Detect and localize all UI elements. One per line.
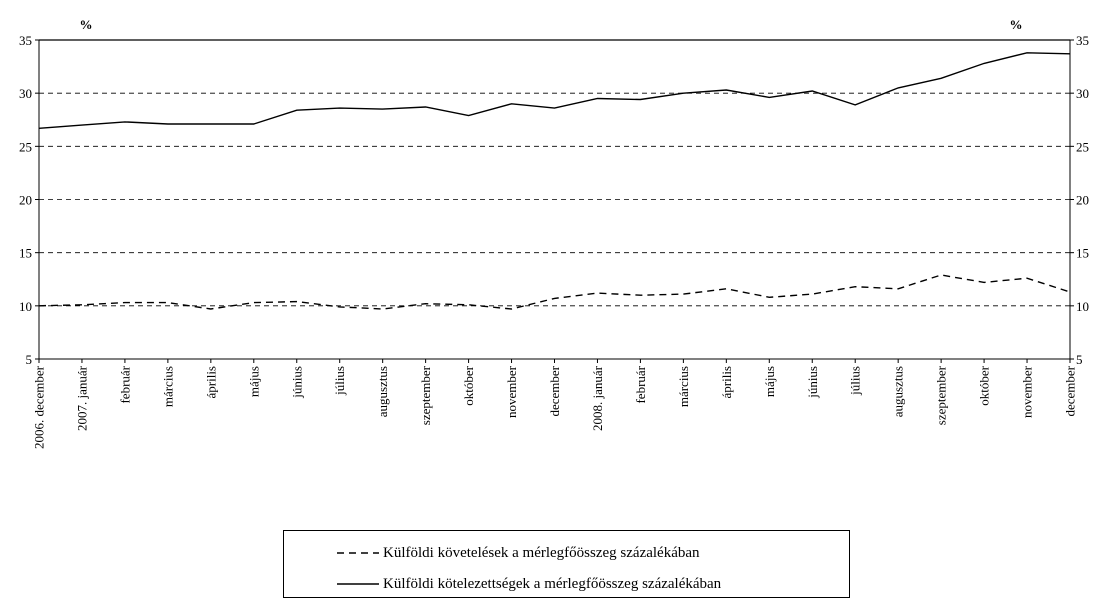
- y-tick-label-right: 35: [1076, 33, 1089, 48]
- y-tick-label-right: 20: [1076, 193, 1089, 208]
- x-tick-label: szeptember: [934, 365, 949, 425]
- x-tick-label: április: [203, 366, 218, 399]
- x-tick-label: június: [289, 366, 304, 399]
- x-tick-label: április: [719, 366, 734, 399]
- y-tick-label-right: 25: [1076, 139, 1089, 154]
- series-lines: [38, 52, 1071, 310]
- legend-label-liabilities: Külföldi kötelezettségek a mérlegfőössze…: [383, 575, 722, 592]
- x-tick-label: május: [762, 366, 777, 397]
- y-tick-label-left: 5: [26, 352, 33, 367]
- x-tick-label: február: [633, 365, 648, 403]
- x-tick-label: augusztus: [375, 366, 390, 417]
- series-line-liabilities: [38, 52, 1071, 129]
- x-tick-label: május: [246, 366, 261, 397]
- x-tick-label: november: [1020, 365, 1035, 418]
- x-tick-label: augusztus: [891, 366, 906, 417]
- x-tick-label: november: [504, 365, 519, 418]
- x-tick-label: október: [977, 365, 992, 405]
- y-tick-label-left: 30: [19, 86, 32, 101]
- legend-item-liabilities: Külföldi kötelezettségek a mérlegfőössze…: [337, 574, 721, 594]
- x-tick-labels: 2006. december 2007. január február március…: [32, 359, 1078, 449]
- x-tick-label: június: [805, 366, 820, 399]
- y-tick-label-right: 15: [1076, 246, 1089, 261]
- x-tick-label: december: [547, 365, 562, 416]
- x-tick-label: március: [676, 366, 691, 407]
- x-tick-label: február: [117, 365, 132, 403]
- dashed-line-swatch: [337, 552, 379, 554]
- legend: Külföldi követelések a mérlegfőösszeg sz…: [283, 530, 850, 598]
- x-tick-label: december: [1063, 365, 1078, 416]
- y-tick-label-left: 35: [19, 33, 32, 48]
- x-tick-label: október: [461, 365, 476, 405]
- y-tick-label-right: 10: [1076, 299, 1089, 314]
- y-tick-label-left: 10: [19, 299, 32, 314]
- gridlines: [35, 39, 1074, 360]
- legend-label-receivables: Külföldi követelések a mérlegfőösszeg sz…: [383, 544, 700, 561]
- y-tick-label-left: 25: [19, 139, 32, 154]
- x-tick-label: március: [160, 366, 175, 407]
- legend-item-receivables: Külföldi követelések a mérlegfőösszeg sz…: [337, 543, 700, 563]
- y-tick-label-right: 5: [1076, 352, 1083, 367]
- line-chart: 5 5 10 10 15 15 20 20 25 25 30 30 35 35 2006. decembe…: [19, 17, 1089, 449]
- x-tick-label: 2008. január: [590, 365, 605, 431]
- y-tick-label-left: 20: [19, 193, 32, 208]
- x-tick-label: július: [332, 366, 347, 396]
- x-tick-label: 2007. január: [74, 365, 89, 431]
- y-tick-label-left: 15: [19, 246, 32, 261]
- series-line-receivables: [38, 274, 1071, 310]
- x-tick-label: szeptember: [418, 365, 433, 425]
- right-unit-label: %: [1010, 17, 1023, 32]
- y-tick-labels: 5 5 10 10 15 15 20 20 25 25 30 30 35 35: [19, 33, 1089, 367]
- left-unit-label: %: [80, 17, 93, 32]
- x-tick-label: 2006. december: [32, 365, 47, 449]
- y-tick-label-right: 30: [1076, 86, 1089, 101]
- x-tick-label: július: [848, 366, 863, 396]
- solid-line-swatch: [337, 583, 379, 585]
